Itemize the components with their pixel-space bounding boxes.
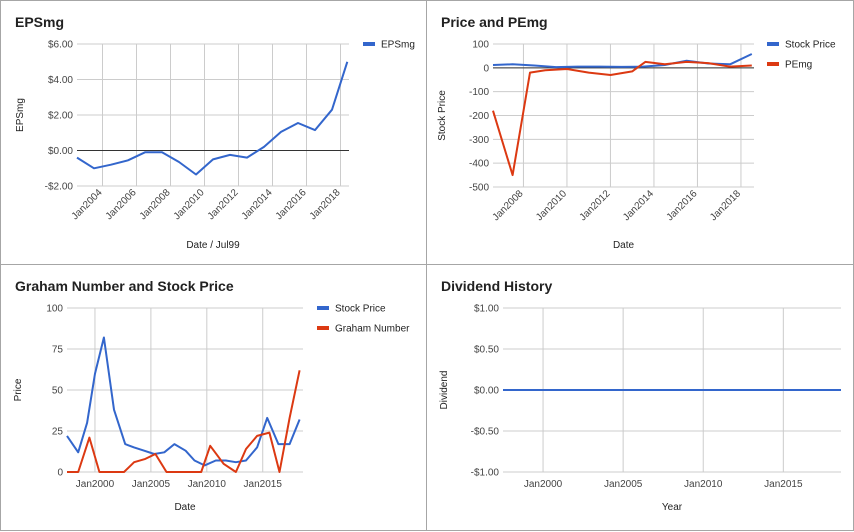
x-axis-label: Date / Jul99 (186, 240, 240, 251)
x-tick-label: Jan2010 (172, 187, 207, 222)
y-tick-label: -200 (469, 111, 489, 122)
y-tick-label: $4.00 (48, 75, 73, 86)
y-tick-label: -$2.00 (45, 182, 74, 193)
x-tick-label: Jan2012 (578, 188, 613, 223)
x-tick-label: Jan2018 (308, 187, 343, 222)
y-tick-label: $1.00 (474, 304, 499, 315)
y-tick-label: 100 (472, 40, 489, 51)
chart-price-pemg: Price and PEmg -500 -400 -300 -200 -100 0 100 Ja… (437, 14, 836, 251)
chart-panel-graham: Graham Number and Stock Price 0 25 50 75 100 J… (0, 264, 427, 531)
legend-swatch (767, 62, 779, 66)
legend-swatch (317, 306, 329, 310)
y-tick-label: -$0.50 (471, 427, 500, 438)
x-tick-label: Jan2000 (76, 479, 115, 490)
x-tick-label: Jan2010 (188, 479, 227, 490)
y-tick-label: $0.00 (48, 146, 73, 157)
x-tick-label: Jan2008 (138, 187, 173, 222)
y-tick-label: 25 (52, 427, 64, 438)
x-tick-label: Jan2016 (274, 187, 309, 222)
x-tick-label: Jan2006 (104, 187, 139, 222)
y-tick-label: -400 (469, 159, 489, 170)
x-tick-label: Jan2015 (244, 479, 283, 490)
legend-label: Graham Number (335, 324, 410, 335)
x-tick-label: Jan2005 (604, 479, 643, 490)
chart-panel-eps: EPSmg -$2.00 $0.00 $2.00 $4.00 $6.00 Jan2004 Ja… (0, 0, 427, 265)
x-tick-label: Jan2004 (70, 187, 105, 222)
x-axis-label: Date (174, 502, 196, 513)
series-line-1 (66, 336, 301, 467)
y-axis-label: Stock Price (437, 90, 448, 141)
chart-title: Dividend History (441, 278, 552, 294)
y-tick-label: -500 (469, 183, 489, 194)
x-tick-label: Jan2016 (665, 188, 700, 223)
legend-swatch (363, 42, 375, 46)
x-tick-label: Jan2012 (206, 187, 241, 222)
y-tick-label: $6.00 (48, 40, 73, 51)
chart-panel-price-pemg: Price and PEmg -500 -400 -300 -200 -100 0 100 Ja… (426, 0, 854, 265)
y-tick-label: 0 (483, 63, 489, 74)
y-tick-label: 50 (52, 386, 64, 397)
x-tick-label: Jan2014 (240, 187, 275, 222)
legend-label: Stock Price (335, 304, 386, 315)
y-axis-label: Dividend (439, 371, 450, 410)
x-tick-label: Jan2010 (684, 479, 723, 490)
x-tick-label: Jan2005 (132, 479, 171, 490)
y-axis-label: Price (13, 378, 24, 401)
series-line-1 (76, 61, 349, 176)
x-tick-label: Jan2014 (621, 188, 656, 223)
chart-graham: Graham Number and Stock Price 0 25 50 75 100 J… (13, 278, 410, 513)
y-tick-label: $0.00 (474, 386, 499, 397)
legend-swatch (317, 326, 329, 330)
x-axis-label: Year (662, 502, 683, 513)
x-tick-label: Jan2008 (491, 188, 526, 223)
y-tick-label: $2.00 (48, 111, 73, 122)
chart-panel-dividend: Dividend History -$1.00 -$0.50 $0.00 $0.50 $1… (426, 264, 854, 531)
series-line-2 (492, 60, 752, 177)
y-tick-label: -$1.00 (471, 468, 500, 479)
y-tick-label: 100 (46, 304, 63, 315)
y-tick-label: -300 (469, 135, 489, 146)
series-line-2 (67, 370, 301, 473)
chart-title: EPSmg (15, 14, 64, 30)
legend-label: EPSmg (381, 40, 415, 51)
legend-label: PEmg (785, 60, 812, 71)
chart-title: Price and PEmg (441, 14, 548, 30)
y-tick-label: 0 (57, 468, 63, 479)
x-tick-label: Jan2010 (534, 188, 569, 223)
chart-dividend: Dividend History -$1.00 -$0.50 $0.00 $0.50 $1… (439, 278, 841, 513)
x-tick-label: Jan2015 (764, 479, 803, 490)
y-tick-label: 75 (52, 345, 64, 356)
x-tick-label: Jan2018 (708, 188, 743, 223)
y-axis-label: EPSmg (15, 98, 26, 132)
x-axis-label: Date (613, 240, 635, 251)
series-line-1 (492, 53, 753, 69)
chart-title: Graham Number and Stock Price (15, 278, 234, 294)
y-tick-label: -100 (469, 87, 489, 98)
y-tick-label: $0.50 (474, 345, 499, 356)
legend-swatch (767, 42, 779, 46)
legend-label: Stock Price (785, 40, 836, 51)
x-tick-label: Jan2000 (524, 479, 563, 490)
